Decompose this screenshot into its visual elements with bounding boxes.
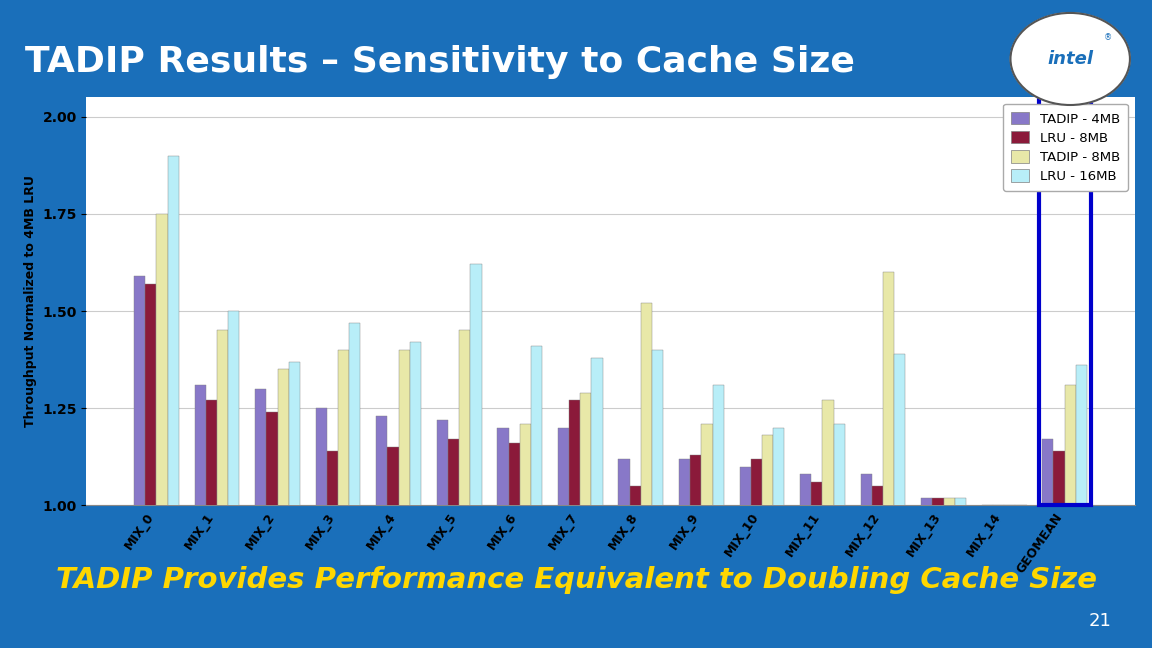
Bar — [811, 482, 823, 648]
Bar — [761, 435, 773, 648]
Bar — [932, 498, 943, 648]
Bar — [581, 393, 591, 648]
Y-axis label: Throughput Normalized to 4MB LRU: Throughput Normalized to 4MB LRU — [24, 176, 37, 427]
Bar — [630, 486, 641, 648]
Bar — [1039, 97, 1091, 505]
Bar — [255, 389, 266, 648]
Bar — [558, 428, 569, 648]
Bar — [894, 354, 905, 648]
Bar — [157, 214, 168, 648]
Bar — [679, 459, 690, 648]
Bar — [278, 369, 289, 648]
Bar — [399, 350, 410, 648]
Text: TADIP Results – Sensitivity to Cache Size: TADIP Results – Sensitivity to Cache Siz… — [25, 45, 855, 78]
Bar — [206, 400, 217, 648]
Bar — [801, 474, 811, 648]
Bar — [740, 467, 751, 648]
Bar — [1064, 385, 1076, 648]
Bar — [569, 400, 581, 648]
Bar — [884, 272, 894, 648]
Bar — [1005, 505, 1015, 648]
Bar — [1076, 365, 1087, 648]
Bar — [751, 459, 761, 648]
Bar — [982, 505, 993, 648]
Bar — [591, 358, 602, 648]
Bar — [289, 362, 300, 648]
Bar — [1015, 505, 1026, 648]
Bar — [387, 447, 399, 648]
Bar — [993, 505, 1005, 648]
Bar — [773, 428, 785, 648]
Circle shape — [1010, 13, 1130, 105]
Bar — [448, 439, 460, 648]
Bar — [1043, 439, 1053, 648]
Bar — [145, 284, 157, 648]
Bar — [823, 400, 834, 648]
Text: TADIP Provides Performance Equivalent to Doubling Cache Size: TADIP Provides Performance Equivalent to… — [55, 566, 1097, 594]
Bar — [134, 276, 145, 648]
Bar — [338, 350, 349, 648]
Bar — [217, 330, 228, 648]
Bar — [690, 455, 702, 648]
Bar — [470, 264, 482, 648]
Bar — [168, 156, 179, 648]
Bar — [922, 498, 932, 648]
Bar — [228, 311, 240, 648]
Bar — [641, 303, 652, 648]
Bar — [834, 424, 844, 648]
Legend: TADIP - 4MB, LRU - 8MB, TADIP - 8MB, LRU - 16MB: TADIP - 4MB, LRU - 8MB, TADIP - 8MB, LRU… — [1003, 104, 1128, 191]
Bar — [377, 416, 387, 648]
Bar — [955, 498, 967, 648]
Bar — [943, 498, 955, 648]
Text: intel: intel — [1047, 50, 1093, 68]
Bar — [508, 443, 520, 648]
Bar — [531, 346, 543, 648]
Bar — [349, 323, 361, 648]
Bar — [520, 424, 531, 648]
Bar — [498, 428, 508, 648]
Bar — [861, 474, 872, 648]
Bar — [410, 342, 420, 648]
Bar — [702, 424, 713, 648]
Text: ®: ® — [1104, 33, 1112, 42]
Bar — [652, 350, 664, 648]
Bar — [266, 412, 278, 648]
Bar — [872, 486, 884, 648]
Bar — [713, 385, 723, 648]
Text: 21: 21 — [1089, 612, 1112, 630]
Bar — [437, 420, 448, 648]
Bar — [195, 385, 206, 648]
Bar — [316, 408, 327, 648]
Bar — [619, 459, 630, 648]
Bar — [460, 330, 470, 648]
Bar — [1053, 451, 1064, 648]
Bar — [327, 451, 338, 648]
